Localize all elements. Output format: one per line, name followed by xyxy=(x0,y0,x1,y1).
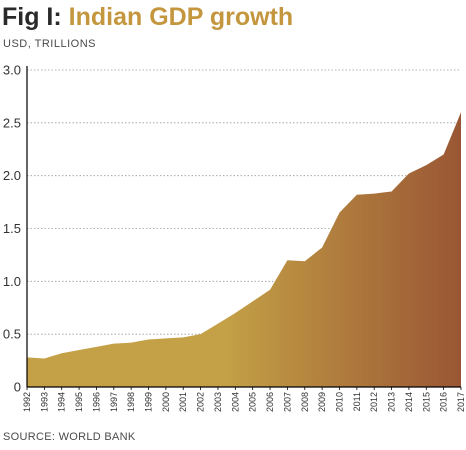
x-tick-label: 2011 xyxy=(352,392,362,411)
y-tick-label: 2.5 xyxy=(3,115,21,130)
x-tick-label: 2013 xyxy=(387,392,397,412)
x-tick-label: 1997 xyxy=(109,392,119,412)
x-tick-label: 2007 xyxy=(282,392,292,412)
x-tick-label: 2010 xyxy=(334,392,344,412)
y-tick-label: 2.0 xyxy=(3,168,21,183)
area-series xyxy=(27,112,461,388)
x-tick-label: 2014 xyxy=(404,392,414,412)
x-tick-label: 1994 xyxy=(57,392,67,412)
source-note: SOURCE: WORLD BANK xyxy=(3,431,136,443)
x-tick-label: 2015 xyxy=(421,392,431,412)
x-tick-labels: 1992 1993 1994 1995 1996 1997 1998 1999 2000 2001… xyxy=(22,387,466,412)
x-tick-label: 1998 xyxy=(126,392,136,412)
figure-title: Indian GDP growth xyxy=(68,3,294,31)
x-tick-label: 1992 xyxy=(22,392,32,412)
x-tick-label: 2008 xyxy=(300,392,310,412)
x-tick-label: 2009 xyxy=(317,392,327,412)
y-tick-labels: 0 0.5 1.0 1.5 2.0 2.5 3.0 xyxy=(3,63,21,395)
x-tick-label: 2003 xyxy=(213,392,223,412)
x-tick-label: 2002 xyxy=(196,392,206,412)
x-tick-label: 2017 xyxy=(456,392,466,412)
x-tick-label: 1993 xyxy=(39,392,49,412)
axes xyxy=(26,66,461,388)
x-tick-label: 1999 xyxy=(144,392,154,412)
y-tick-label: 1.0 xyxy=(3,274,21,289)
y-tick-label: 1.5 xyxy=(3,221,21,236)
x-tick-label: 2004 xyxy=(230,392,240,412)
gdp-area xyxy=(27,112,461,388)
x-tick-label: 2005 xyxy=(248,392,258,412)
x-tick-label: 2000 xyxy=(161,392,171,412)
x-tick-label: 1995 xyxy=(74,392,84,412)
figure-number: Fig I: xyxy=(2,3,62,31)
y-tick-label: 3.0 xyxy=(3,63,21,78)
y-axis-unit-label: USD, TRILLIONS xyxy=(3,38,96,50)
y-tick-label: 0.5 xyxy=(3,327,21,342)
x-tick-label: 2016 xyxy=(439,392,449,412)
x-tick-label: 1996 xyxy=(91,392,101,412)
y-tick-label: 0 xyxy=(14,380,21,395)
chart-title: Fig I: Indian GDP growth xyxy=(2,2,293,32)
x-tick-label: 2012 xyxy=(369,392,379,412)
x-tick-label: 2006 xyxy=(265,392,275,412)
x-tick-label: 2001 xyxy=(178,392,188,412)
